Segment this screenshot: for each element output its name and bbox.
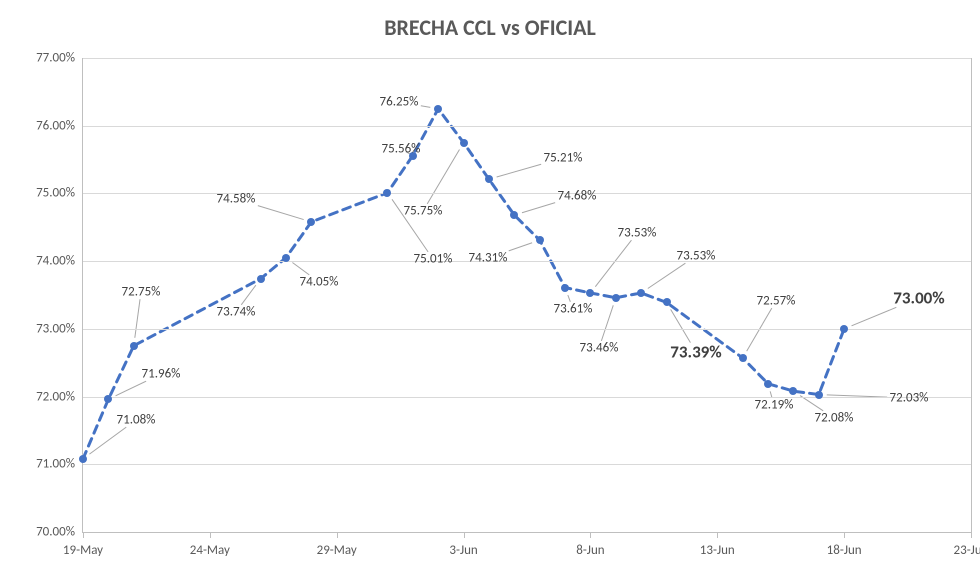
- data-marker: [561, 284, 569, 292]
- data-label: 72.19%: [755, 398, 794, 413]
- label-leader-line: [116, 381, 147, 396]
- data-label: 72.08%: [815, 411, 854, 426]
- data-label: 76.25%: [380, 95, 419, 110]
- x-axis-tick-label: 24-May: [190, 543, 230, 558]
- data-marker: [257, 275, 265, 283]
- label-leader-line: [852, 307, 897, 325]
- y-axis-tick-label: 74.00%: [36, 254, 75, 269]
- data-label: 73.61%: [554, 302, 593, 317]
- label-leader-line: [648, 263, 686, 288]
- label-leader-line: [601, 305, 613, 341]
- label-leader-line: [258, 206, 304, 220]
- gridline: [83, 329, 971, 330]
- gridline: [83, 397, 971, 398]
- gridline: [83, 464, 971, 465]
- data-label: 73.39%: [670, 342, 721, 363]
- data-marker: [663, 298, 671, 306]
- data-label: 74.58%: [217, 192, 256, 207]
- y-axis-tick-label: 71.00%: [36, 457, 75, 472]
- data-label: 72.75%: [122, 285, 161, 300]
- data-marker: [612, 294, 620, 302]
- data-marker: [434, 105, 442, 113]
- data-marker: [510, 211, 518, 219]
- x-axis-tick: [464, 532, 465, 538]
- x-axis-tick-label: 23-Jun: [954, 543, 980, 558]
- label-leader-line: [595, 240, 631, 287]
- label-leader-line: [509, 243, 532, 251]
- data-marker: [536, 236, 544, 244]
- chart-title: BRECHA CCL vs OFICIAL: [0, 14, 980, 41]
- y-axis-tick-label: 70.00%: [36, 525, 75, 540]
- y-axis-tick-label: 76.00%: [36, 118, 75, 133]
- y-axis-tick-label: 77.00%: [36, 51, 75, 66]
- data-label: 74.31%: [469, 251, 508, 266]
- x-axis-tick-label: 8-Jun: [576, 543, 604, 558]
- data-marker: [307, 218, 315, 226]
- gridline: [83, 58, 971, 59]
- data-marker: [130, 342, 138, 350]
- data-label: 73.46%: [580, 341, 619, 356]
- data-marker: [104, 395, 112, 403]
- x-axis-tick-label: 3-Jun: [449, 543, 477, 558]
- x-axis-tick: [717, 532, 718, 538]
- x-axis-tick-label: 13-Jun: [700, 543, 735, 558]
- label-leader-line: [427, 150, 459, 204]
- x-axis-tick: [590, 532, 591, 538]
- data-marker: [383, 189, 391, 197]
- data-label: 74.05%: [300, 275, 339, 290]
- x-axis-tick: [337, 532, 338, 538]
- y-axis-tick-label: 72.00%: [36, 389, 75, 404]
- data-label: 72.03%: [890, 391, 929, 406]
- label-leader-line: [671, 309, 691, 342]
- x-axis-tick-label: 18-Jun: [827, 543, 862, 558]
- data-label: 71.08%: [117, 413, 156, 428]
- data-marker: [485, 175, 493, 183]
- data-label: 73.53%: [618, 226, 657, 241]
- series-line: [83, 109, 844, 459]
- x-axis-tick: [844, 532, 845, 538]
- data-marker: [460, 139, 468, 147]
- data-label: 75.21%: [544, 151, 583, 166]
- data-label: 73.74%: [217, 305, 256, 320]
- label-leader-line: [135, 299, 140, 338]
- data-marker: [789, 387, 797, 395]
- data-marker: [764, 380, 772, 388]
- x-axis-tick-label: 19-May: [63, 543, 103, 558]
- data-label: 73.00%: [893, 288, 944, 309]
- label-leader-line: [497, 164, 542, 177]
- y-axis-tick-label: 73.00%: [36, 321, 75, 336]
- data-marker: [79, 455, 87, 463]
- label-leader-line: [241, 285, 256, 305]
- label-leader-line: [292, 262, 309, 274]
- data-marker: [282, 254, 290, 262]
- data-marker: [739, 354, 747, 362]
- data-label: 74.68%: [558, 189, 597, 204]
- x-axis-tick: [83, 532, 84, 538]
- chart-container: BRECHA CCL vs OFICIAL 70.00%71.00%72.00%…: [0, 0, 980, 567]
- data-label: 73.53%: [677, 249, 716, 264]
- plot-area: 70.00%71.00%72.00%73.00%74.00%75.00%76.0…: [82, 58, 972, 533]
- gridline: [83, 126, 971, 127]
- x-axis-tick-label: 29-May: [317, 543, 357, 558]
- gridline: [83, 261, 971, 262]
- data-marker: [637, 289, 645, 297]
- data-marker: [815, 391, 823, 399]
- data-marker: [586, 289, 594, 297]
- label-leader-line: [421, 106, 430, 108]
- y-axis-tick-label: 75.00%: [36, 186, 75, 201]
- x-axis-tick: [971, 532, 972, 538]
- data-label: 75.75%: [404, 204, 443, 219]
- data-label: 75.56%: [382, 142, 421, 157]
- chart-svg: [83, 58, 971, 532]
- data-label: 72.57%: [757, 294, 796, 309]
- data-label: 75.01%: [414, 252, 453, 267]
- data-label: 71.96%: [142, 367, 181, 382]
- x-axis-tick: [210, 532, 211, 538]
- label-leader-line: [522, 203, 555, 213]
- data-marker: [840, 325, 848, 333]
